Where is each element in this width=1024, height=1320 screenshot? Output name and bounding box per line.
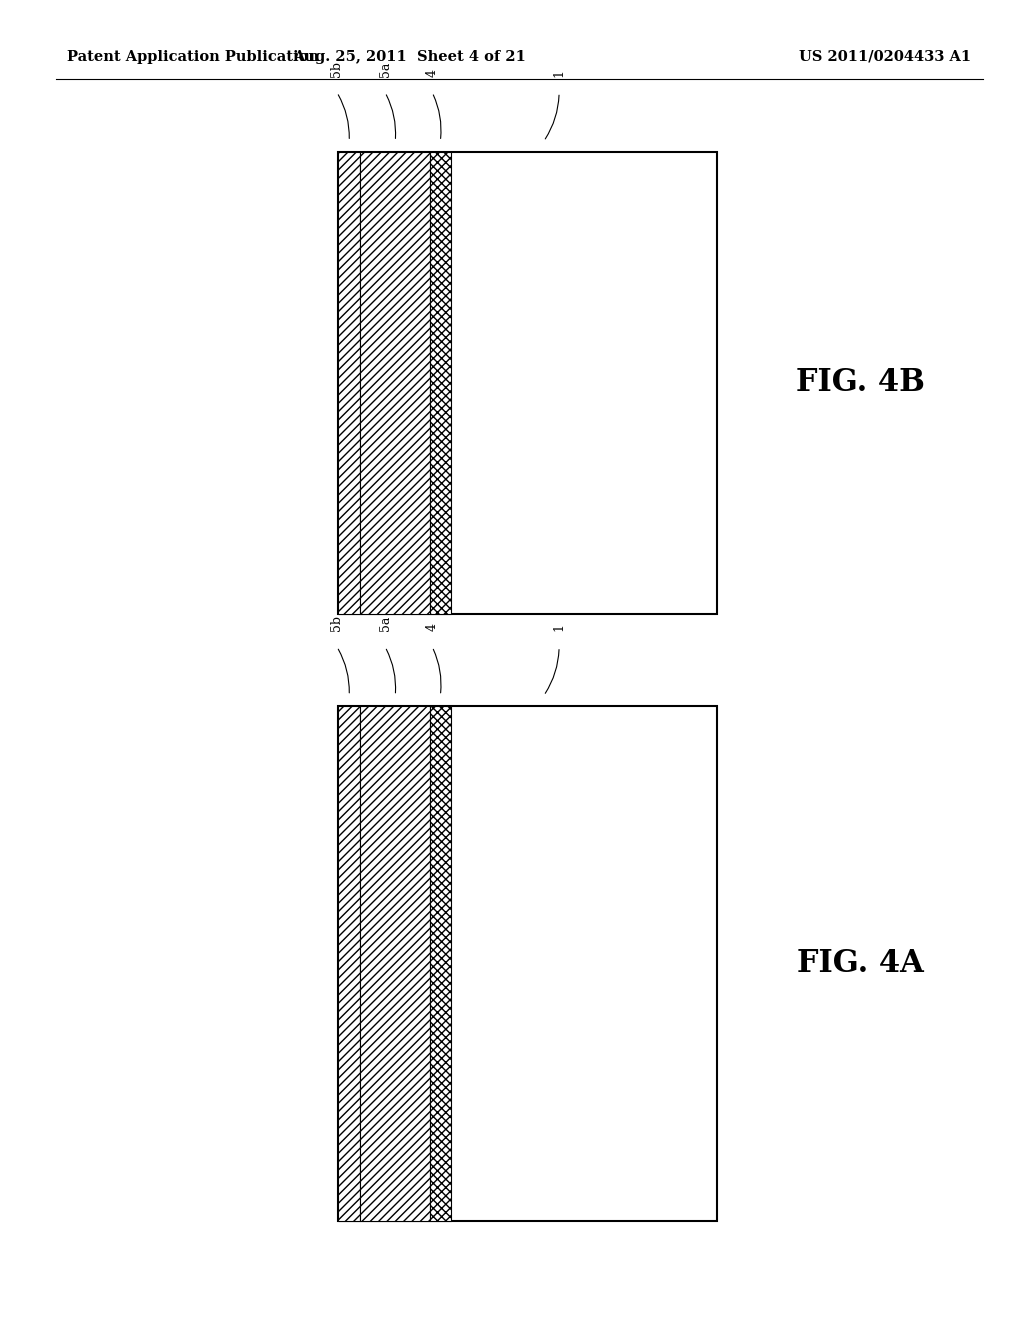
Text: 5a: 5a	[379, 615, 391, 631]
Bar	[430, 706, 451, 1221]
Bar	[360, 152, 430, 614]
Text: US 2011/0204433 A1: US 2011/0204433 A1	[799, 50, 971, 63]
Text: 1: 1	[553, 69, 565, 77]
Bar	[360, 152, 430, 614]
Bar	[430, 152, 451, 614]
Bar	[360, 706, 430, 1221]
Bar	[430, 152, 451, 614]
Text: 1: 1	[553, 623, 565, 631]
Text: FIG. 4B: FIG. 4B	[796, 367, 925, 399]
Text: FIG. 4A: FIG. 4A	[797, 948, 924, 979]
Bar	[360, 706, 430, 1221]
Text: 5b: 5b	[331, 61, 343, 77]
Bar	[338, 152, 360, 614]
Text: 5b: 5b	[331, 615, 343, 631]
Bar	[338, 152, 717, 614]
Bar	[338, 706, 360, 1221]
Text: Aug. 25, 2011  Sheet 4 of 21: Aug. 25, 2011 Sheet 4 of 21	[293, 50, 526, 63]
Bar	[430, 706, 451, 1221]
Text: 4: 4	[426, 623, 438, 631]
Bar	[338, 706, 360, 1221]
Text: 5a: 5a	[379, 61, 391, 77]
Text: 4: 4	[426, 69, 438, 77]
Bar	[338, 706, 717, 1221]
Bar	[338, 152, 360, 614]
Text: Patent Application Publication: Patent Application Publication	[67, 50, 318, 63]
